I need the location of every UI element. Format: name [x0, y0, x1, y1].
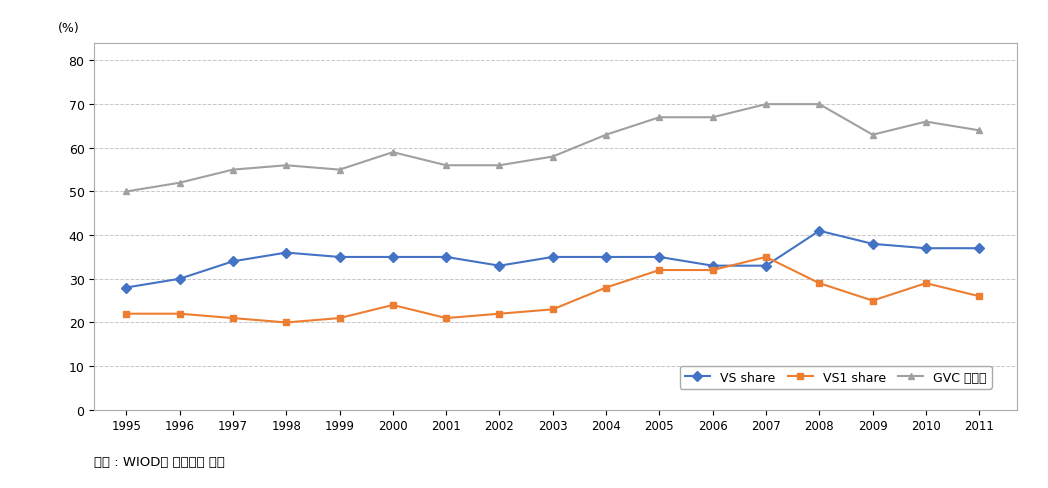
VS share — [546, 255, 559, 261]
VS share — [173, 276, 185, 282]
VS share — [440, 255, 453, 261]
VS1 share — [973, 294, 985, 300]
GVC 참여도 — [387, 150, 399, 156]
VS share — [387, 255, 399, 261]
VS1 share — [653, 267, 665, 273]
VS share — [494, 263, 506, 269]
VS1 share — [440, 316, 453, 322]
GVC 참여도 — [973, 128, 985, 134]
Legend: VS share, VS1 share, GVC 참여도: VS share, VS1 share, GVC 참여도 — [680, 366, 991, 389]
GVC 참여도 — [813, 102, 826, 108]
GVC 참여도 — [494, 163, 506, 169]
GVC 참여도 — [440, 163, 453, 169]
GVC 참여도 — [867, 133, 879, 139]
GVC 참여도 — [333, 167, 346, 173]
VS1 share — [867, 298, 879, 304]
VS1 share — [546, 307, 559, 313]
VS1 share — [706, 267, 719, 273]
VS share — [706, 263, 719, 269]
Text: (%): (%) — [58, 22, 80, 35]
GVC 참여도 — [653, 115, 665, 121]
GVC 참여도 — [920, 120, 933, 125]
GVC 참여도 — [706, 115, 719, 121]
VS1 share — [121, 311, 133, 317]
Line: GVC 참여도: GVC 참여도 — [123, 102, 983, 196]
VS1 share — [333, 316, 346, 322]
Line: VS1 share: VS1 share — [123, 254, 983, 326]
VS1 share — [599, 285, 612, 291]
GVC 참여도 — [599, 133, 612, 139]
VS share — [333, 255, 346, 261]
VS1 share — [173, 311, 185, 317]
VS1 share — [494, 311, 506, 317]
VS share — [599, 255, 612, 261]
VS1 share — [387, 303, 399, 308]
VS1 share — [280, 320, 292, 325]
VS share — [121, 285, 133, 291]
VS share — [920, 246, 933, 252]
GVC 참여도 — [173, 181, 185, 186]
GVC 참여도 — [121, 189, 133, 195]
VS share — [973, 246, 985, 252]
VS share — [653, 255, 665, 261]
VS share — [813, 228, 826, 234]
VS share — [867, 242, 879, 247]
GVC 참여도 — [280, 163, 292, 169]
VS1 share — [920, 281, 933, 286]
VS share — [280, 250, 292, 256]
VS1 share — [760, 255, 772, 261]
VS1 share — [813, 281, 826, 286]
Text: 자료 : WIOD를 이용하여 작성: 자료 : WIOD를 이용하여 작성 — [94, 455, 225, 468]
GVC 참여도 — [546, 154, 559, 160]
Line: VS share: VS share — [123, 228, 983, 291]
GVC 참여도 — [226, 167, 239, 173]
VS share — [760, 263, 772, 269]
GVC 참여도 — [760, 102, 772, 108]
VS1 share — [226, 316, 239, 322]
VS share — [226, 259, 239, 264]
